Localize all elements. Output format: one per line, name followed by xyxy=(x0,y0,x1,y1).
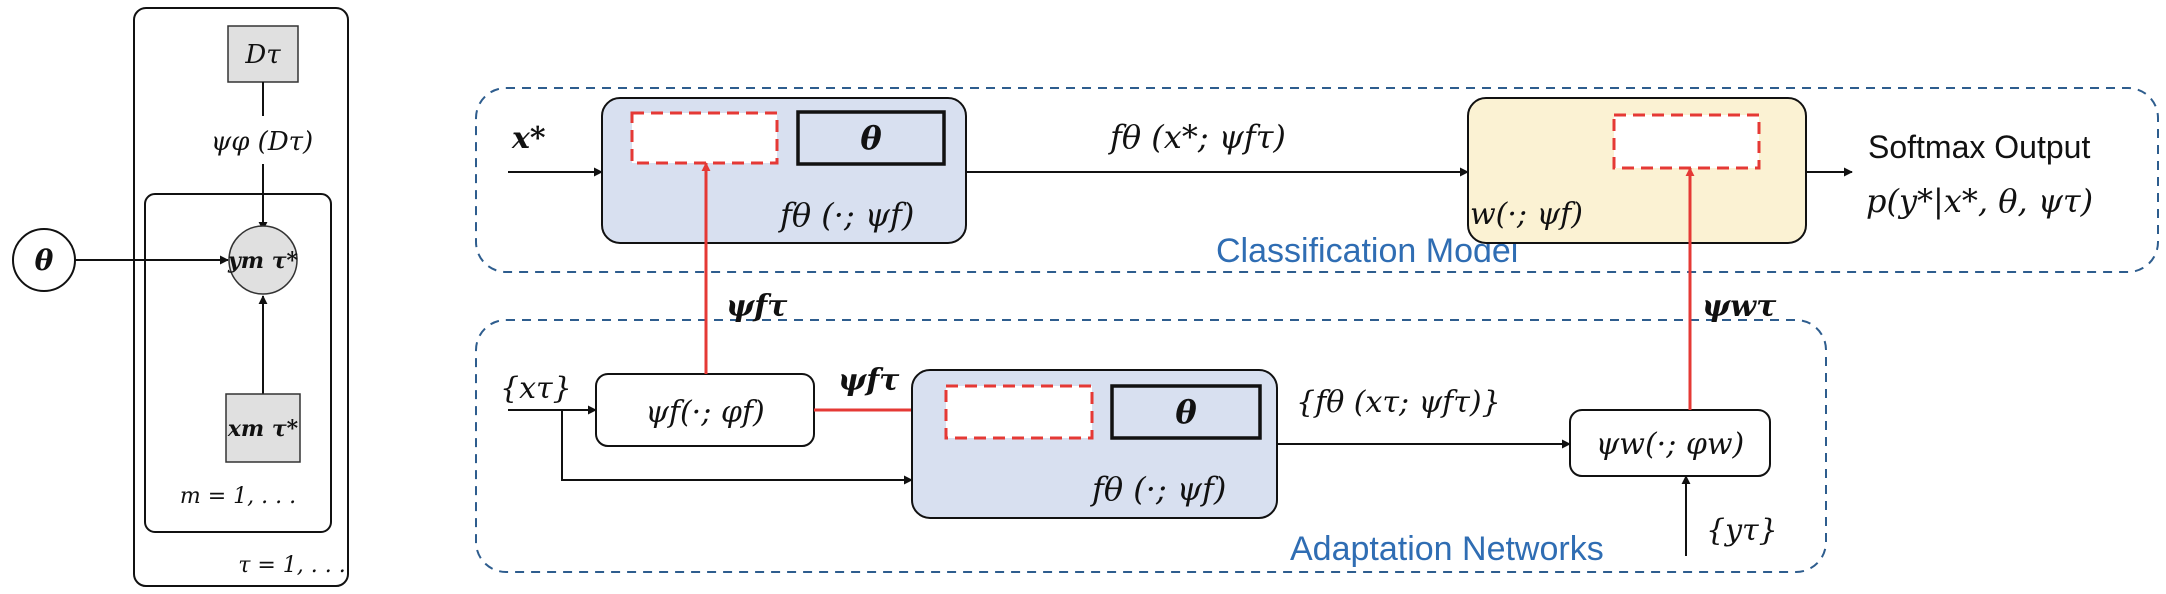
output-node-label: ym τ* xyxy=(227,248,299,274)
parameter-flow: ψfτ ψwτ xyxy=(701,162,1777,410)
features-label: fθ (x*; ψfτ) xyxy=(1108,118,1286,156)
theta-node-label: θ xyxy=(35,244,54,277)
context-bypass-arrow xyxy=(561,410,913,485)
context-film-slot xyxy=(944,384,1094,440)
classifier-params-up-label: ψwτ xyxy=(1702,289,1777,324)
classifier-adapter-label: ψw(·; φw) xyxy=(1596,427,1744,462)
adapter-output-label: ψfτ xyxy=(838,363,900,398)
classification-frame xyxy=(475,87,2159,273)
query-film-slot xyxy=(630,111,779,165)
outer-plate-label: τ = 1, . . . xyxy=(238,553,346,578)
softmax-output-formula: p(y*|x*, θ, ψτ) xyxy=(1866,182,2093,220)
graphical-model: Dτ ψφ (Dτ) θ ym τ* xm τ* m = 1, . . . τ … xyxy=(12,7,349,587)
context-theta-label: θ xyxy=(1175,393,1197,431)
dataset-node-label: Dτ xyxy=(244,40,281,70)
input-node-label: xm τ* xyxy=(227,416,299,442)
inner-plate-label: m = 1, . . . xyxy=(180,484,296,509)
context-features-label: {fθ (xτ; ψfτ)} xyxy=(1296,385,1501,420)
inner-plate xyxy=(144,193,332,533)
linear-classifier-label: w(·; ψf) xyxy=(1470,197,1583,232)
input-node xyxy=(225,393,301,463)
context-theta-box xyxy=(1110,384,1262,440)
softmax-output-title: Softmax Output xyxy=(1868,129,2090,165)
classification-region-label: Classification Model xyxy=(1216,232,1518,270)
query-feature-function-label: fθ (·; ψf) xyxy=(778,196,914,234)
adaptation-networks-region: Adaptation Networks {xτ} ψf(·; φf) ψfτ θ… xyxy=(475,319,1827,573)
query-theta-box xyxy=(796,110,946,166)
context-inputs-label: {xτ} xyxy=(500,371,572,406)
feature-adapter-label: ψf(·; φf) xyxy=(645,395,764,430)
dataset-node xyxy=(227,25,299,83)
classifier-adapter-box xyxy=(1569,409,1771,477)
output-node xyxy=(228,225,298,295)
context-feature-function-label: fθ (·; ψf) xyxy=(1090,470,1226,508)
feature-params-up-label: ψfτ xyxy=(726,289,788,324)
classification-model-region: Classification Model x* θ fθ (·; ψf) fθ … xyxy=(475,87,2159,273)
encoder-label: ψφ (Dτ) xyxy=(211,127,313,157)
query-input-label: x* xyxy=(511,121,546,156)
query-theta-label: θ xyxy=(860,119,882,157)
adaptation-region-label: Adaptation Networks xyxy=(1290,530,1604,568)
context-labels-label: {yτ} xyxy=(1706,513,1778,548)
adaptation-frame xyxy=(475,319,1827,573)
outer-plate xyxy=(133,7,349,587)
classifier-weight-slot xyxy=(1612,113,1761,170)
